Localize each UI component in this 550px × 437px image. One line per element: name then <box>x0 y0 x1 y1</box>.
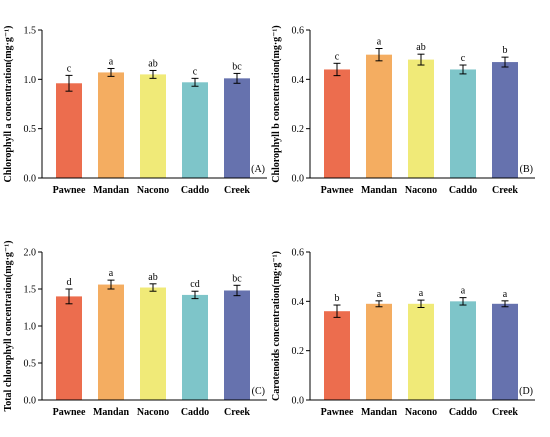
panel-b-bar-1 <box>366 54 392 178</box>
panel-c-sig-letter-1: a <box>109 268 114 279</box>
panel-d-sig-letter-3: a <box>461 286 466 297</box>
panel-a-sig-letter-3: c <box>193 66 198 77</box>
panel-b-x-tick-label-2: Nacono <box>405 185 437 196</box>
panel-a-sig-letter-4: bc <box>232 61 242 72</box>
panel-b-sig-letter-2: ab <box>416 42 425 53</box>
panel-b-x-tick-label-1: Mandan <box>361 185 398 196</box>
panel-d-bar-2 <box>408 303 434 400</box>
panel-d-sig-letter-1: a <box>377 289 382 300</box>
panel-a-x-tick-label-0: Pawnee <box>53 185 86 196</box>
panel-c-panel-tag: (C) <box>252 386 265 397</box>
panel-b-bar-3 <box>450 69 476 178</box>
panel-d-x-tick-label-4: Creek <box>492 407 518 418</box>
panel-a-y-tick-label-3: 1.5 <box>24 26 37 37</box>
panel-d-x-tick-label-0: Pawnee <box>321 407 354 418</box>
panel-c-sig-letter-4: bc <box>232 273 242 284</box>
panel-b-y-tick-label-1: 0.2 <box>292 124 305 135</box>
panel-c-x-tick-label-3: Caddo <box>181 407 209 418</box>
panel-d-bar-0 <box>324 311 350 400</box>
panel-c: d Pawnee a Mandan ab Nacono cd Caddo bc Creek 0.0 0… <box>3 240 267 418</box>
panel-c-y-tick-label-1: 0.5 <box>24 359 37 370</box>
panel-b-y-axis-label: Chlorophyll b concentration(mg·g⁻¹) <box>271 25 282 183</box>
panel-b-sig-letter-4: b <box>503 45 508 56</box>
panel-a-sig-letter-0: c <box>67 63 72 74</box>
panel-b-sig-letter-3: c <box>461 53 466 64</box>
panel-a-y-axis-label: Chlorophyll a concentration(mg·g⁻¹) <box>3 26 14 183</box>
panel-c-sig-letter-3: cd <box>190 279 199 290</box>
panel-d-x-tick-label-2: Nacono <box>405 407 437 418</box>
panel-d-y-axis-label: Carotenoids concentration(mg·g⁻¹) <box>271 251 282 401</box>
panel-b-y-tick-label-2: 0.4 <box>292 75 305 86</box>
panel-a-bar-4 <box>224 78 250 178</box>
panel-a-x-tick-label-1: Mandan <box>93 185 130 196</box>
panel-b-x-tick-label-4: Creek <box>492 185 518 196</box>
panel-d-x-tick-label-1: Mandan <box>361 407 398 418</box>
panel-b: c Pawnee a Mandan ab Nacono c Caddo b Creek 0.0 0.2… <box>271 25 535 196</box>
panel-b-bar-2 <box>408 59 434 178</box>
panel-a-sig-letter-1: a <box>109 56 114 67</box>
panel-c-y-tick-label-4: 2.0 <box>24 248 37 259</box>
panel-d-bar-3 <box>450 301 476 400</box>
panel-a-bar-0 <box>56 83 82 178</box>
panel-d-sig-letter-4: a <box>503 289 508 300</box>
panel-b-panel-tag: (B) <box>520 164 533 175</box>
panel-b-x-tick-label-3: Caddo <box>449 185 477 196</box>
panel-d: b Pawnee a Mandan a Nacono a Caddo a Creek 0.0 0.2 0… <box>271 248 535 418</box>
panel-c-y-tick-label-2: 1.0 <box>24 322 37 333</box>
panel-d-bar-1 <box>366 303 392 400</box>
panel-c-x-tick-label-1: Mandan <box>93 407 130 418</box>
panel-a-sig-letter-2: ab <box>148 58 157 69</box>
panel-a: c Pawnee a Mandan ab Nacono c Caddo bc Creek 0.0 0.… <box>3 26 267 196</box>
panel-a-bar-1 <box>98 72 124 178</box>
panel-d-y-tick-label-2: 0.4 <box>292 297 305 308</box>
panel-c-bar-4 <box>224 290 250 400</box>
panel-a-x-tick-label-2: Nacono <box>137 185 169 196</box>
panel-a-y-tick-label-0: 0.0 <box>24 174 37 185</box>
panel-d-sig-letter-2: a <box>419 288 424 299</box>
panel-c-bar-0 <box>56 296 82 400</box>
panel-b-sig-letter-0: c <box>335 51 340 62</box>
panel-d-x-tick-label-3: Caddo <box>449 407 477 418</box>
panel-c-bar-3 <box>182 294 208 400</box>
panel-c-y-axis-label: Total chlorophyll concentration(mg·g⁻¹) <box>3 240 14 411</box>
panel-c-bar-1 <box>98 284 124 400</box>
panel-d-y-tick-label-1: 0.2 <box>292 346 305 357</box>
panel-c-y-tick-label-0: 0.0 <box>24 396 37 407</box>
panel-a-panel-tag: (A) <box>251 164 265 175</box>
panel-d-sig-letter-0: b <box>335 293 340 304</box>
panel-c-sig-letter-0: d <box>67 277 72 288</box>
panel-d-panel-tag: (D) <box>519 386 533 397</box>
panel-b-y-tick-label-0: 0.0 <box>292 174 305 185</box>
panel-d-y-tick-label-0: 0.0 <box>292 396 305 407</box>
panel-a-bar-2 <box>140 74 166 178</box>
panel-c-y-tick-label-3: 1.5 <box>24 285 37 296</box>
panel-a-x-tick-label-4: Creek <box>224 185 250 196</box>
panel-a-y-tick-label-2: 1.0 <box>24 75 37 86</box>
panel-a-bar-3 <box>182 82 208 178</box>
panel-b-y-tick-label-3: 0.6 <box>292 26 305 37</box>
panel-c-sig-letter-2: ab <box>148 272 157 283</box>
panel-d-y-tick-label-3: 0.6 <box>292 248 305 259</box>
panel-a-x-tick-label-3: Caddo <box>181 185 209 196</box>
panel-c-x-tick-label-0: Pawnee <box>53 407 86 418</box>
panel-b-bar-0 <box>324 69 350 178</box>
panel-d-bar-4 <box>492 303 518 400</box>
panel-b-bar-4 <box>492 62 518 178</box>
panel-c-x-tick-label-4: Creek <box>224 407 250 418</box>
panel-a-y-tick-label-1: 0.5 <box>24 124 37 135</box>
panel-c-bar-2 <box>140 287 166 400</box>
panel-b-sig-letter-1: a <box>377 37 382 48</box>
panel-c-x-tick-label-2: Nacono <box>137 407 169 418</box>
panel-b-x-tick-label-0: Pawnee <box>321 185 354 196</box>
